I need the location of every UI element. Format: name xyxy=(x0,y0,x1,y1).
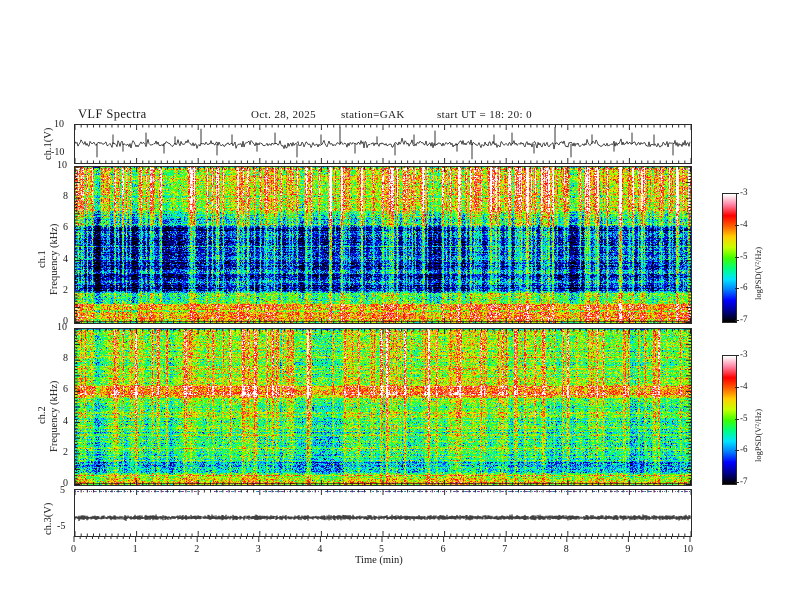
frequency-tick-label: 8 xyxy=(63,353,68,365)
colorbar-tick-label: -4 xyxy=(740,380,748,391)
colorbar-tick-label: -3 xyxy=(740,187,748,197)
page-title: VLF Spectra xyxy=(78,107,147,121)
ch1-wave-ytick-bottom: -10 xyxy=(51,147,65,158)
colorbar-tick-label: -7 xyxy=(740,314,748,324)
ch3-waveform-plot xyxy=(74,489,692,537)
colorbar-tick-label: -7 xyxy=(740,476,748,486)
x-axis-label: Time (min) xyxy=(355,555,403,566)
x-axis-ticks xyxy=(70,536,700,548)
header-station: station=GAK xyxy=(341,109,405,121)
ch3-wave-ytick-top: 5 xyxy=(60,485,65,496)
frequency-tick-label: 0 xyxy=(63,316,68,327)
time-tick-label: 1 xyxy=(132,544,138,555)
ch1-colorbar-label: logPSD(V²/Hz) xyxy=(753,246,763,300)
colorbar-tick-label: -5 xyxy=(740,412,748,423)
time-tick-label: 7 xyxy=(502,544,508,555)
colorbar-tick-mark xyxy=(735,288,739,290)
time-tick-label: 4 xyxy=(317,544,323,555)
ch2-colorbar-gradient xyxy=(722,355,737,485)
frequency-tick-label: 8 xyxy=(63,191,68,203)
time-tick-label: 8 xyxy=(563,544,569,555)
colorbar-tick-mark xyxy=(735,224,739,226)
ch1-spectrogram xyxy=(74,166,692,324)
header-date: Oct. 28, 2025 xyxy=(251,109,317,121)
frequency-tick-label: 10 xyxy=(57,160,67,171)
header-start-ut: start UT = 18: 20: 0 xyxy=(437,109,532,121)
ch2-colorbar-label: logPSD(V²/Hz) xyxy=(753,408,763,462)
frequency-tick-label: 10 xyxy=(57,322,67,333)
colorbar-tick-mark xyxy=(735,355,739,356)
ch1-colorbar-gradient xyxy=(722,193,737,323)
colorbar-tick-mark xyxy=(735,193,739,194)
time-tick-label: 2 xyxy=(194,544,200,555)
ch2-spectrogram xyxy=(74,328,692,486)
time-tick-label: 9 xyxy=(625,544,631,555)
ch1-spec-ylabel-freq: Frequency (kHz) xyxy=(49,223,60,295)
colorbar-tick-mark xyxy=(735,320,739,321)
frequency-tick-label: 0 xyxy=(63,478,68,489)
colorbar-tick-label: -6 xyxy=(740,444,748,455)
ch3-wave-ylabel: ch.3(V) xyxy=(43,502,54,535)
ch2-spec-ylabel-ch: ch.2 xyxy=(37,406,48,424)
time-tick-label: 10 xyxy=(683,544,693,555)
time-tick-label: 5 xyxy=(379,544,384,555)
frequency-tick-label: 6 xyxy=(63,222,68,234)
ch1-waveform-plot xyxy=(74,124,692,164)
time-tick-label: 3 xyxy=(255,544,261,555)
colorbar-tick-mark xyxy=(735,482,739,483)
colorbar-tick-mark xyxy=(735,256,739,258)
colorbar-tick-label: -5 xyxy=(740,250,748,261)
colorbar-tick-label: -6 xyxy=(740,282,748,293)
time-tick-label: 0 xyxy=(71,544,76,555)
frequency-tick-label: 2 xyxy=(63,284,68,296)
colorbar-tick-label: -4 xyxy=(740,218,748,229)
frequency-tick-label: 6 xyxy=(63,384,68,396)
colorbar-tick-mark xyxy=(735,450,739,452)
frequency-tick-label: 4 xyxy=(63,253,68,265)
time-tick-label: 6 xyxy=(440,544,446,555)
frequency-tick-label: 4 xyxy=(63,415,68,427)
colorbar-tick-mark xyxy=(735,418,739,420)
ch1-spec-ylabel-ch: ch.1 xyxy=(37,250,48,268)
colorbar-tick-label: -3 xyxy=(740,349,748,359)
colorbar-tick-mark xyxy=(735,386,739,388)
ch1-wave-ytick-top: 10 xyxy=(54,119,64,130)
ch3-wave-ytick-bottom: -5 xyxy=(57,521,66,532)
frequency-tick-label: 2 xyxy=(63,446,68,458)
ch2-spec-ylabel-freq: Frequency (kHz) xyxy=(49,380,60,452)
